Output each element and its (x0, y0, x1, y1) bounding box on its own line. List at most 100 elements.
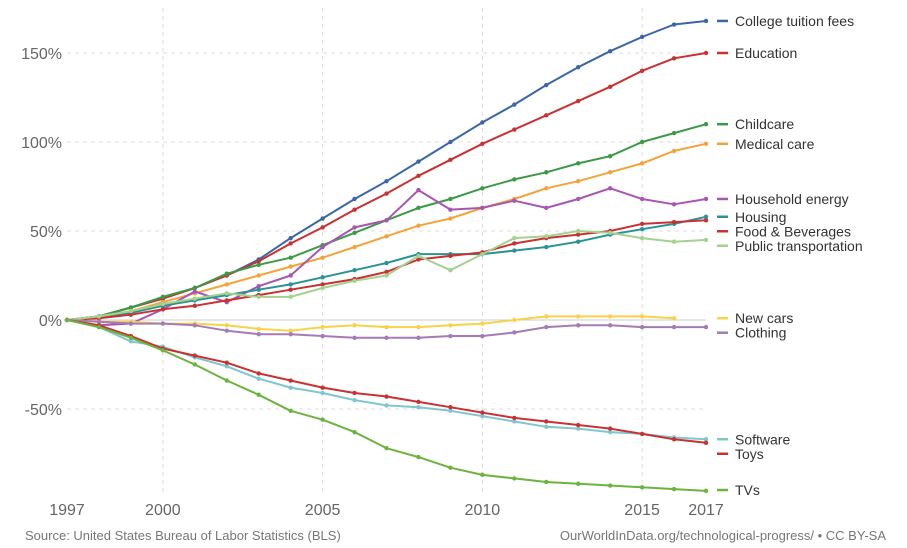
legend-label-public-transportation[interactable]: Public transportation (735, 238, 863, 254)
data-point[interactable] (512, 419, 517, 424)
data-point[interactable] (224, 378, 229, 383)
data-point[interactable] (416, 187, 421, 193)
data-point[interactable] (639, 324, 645, 330)
data-point[interactable] (639, 161, 645, 166)
series-public-transportation[interactable] (64, 228, 709, 323)
data-point[interactable] (544, 234, 549, 239)
data-point[interactable] (448, 465, 453, 470)
data-point[interactable] (416, 399, 421, 405)
data-point[interactable] (288, 287, 293, 292)
data-point[interactable] (320, 275, 325, 280)
data-point[interactable] (96, 319, 102, 324)
data-point[interactable] (384, 394, 389, 399)
data-point[interactable] (671, 130, 677, 136)
data-point[interactable] (671, 486, 677, 492)
data-point[interactable] (480, 186, 485, 191)
data-point[interactable] (512, 235, 517, 241)
legend-label-college-tuition-fees[interactable]: College tuition fees (735, 13, 854, 29)
legend-label-software[interactable]: Software (735, 431, 790, 447)
legend-label-tvs[interactable]: TVs (735, 482, 760, 498)
data-point[interactable] (160, 307, 166, 312)
data-point[interactable] (544, 424, 549, 429)
data-point[interactable] (416, 335, 421, 340)
data-point[interactable] (671, 437, 677, 442)
legend-label-childcare[interactable]: Childcare (735, 116, 794, 132)
data-point[interactable] (544, 205, 549, 211)
legend-label-new-cars[interactable]: New cars (735, 310, 793, 326)
data-point[interactable] (576, 161, 581, 166)
data-point[interactable] (128, 312, 134, 317)
data-point[interactable] (576, 239, 581, 244)
data-point[interactable] (192, 362, 197, 367)
data-point[interactable] (576, 65, 581, 70)
data-point[interactable] (224, 282, 229, 287)
data-point[interactable] (480, 472, 485, 478)
data-point[interactable] (512, 198, 517, 203)
data-point[interactable] (288, 282, 293, 287)
data-point[interactable] (639, 485, 645, 490)
data-point[interactable] (416, 253, 421, 259)
data-point[interactable] (607, 154, 613, 159)
data-point[interactable] (384, 335, 389, 340)
data-point[interactable] (544, 170, 549, 175)
series-tvs[interactable] (64, 317, 709, 494)
data-point[interactable] (512, 476, 517, 481)
data-point[interactable] (639, 431, 645, 437)
data-point[interactable] (320, 282, 325, 287)
data-point[interactable] (607, 323, 613, 328)
data-point[interactable] (160, 294, 166, 300)
data-point[interactable] (384, 260, 389, 266)
data-point[interactable] (512, 127, 517, 132)
data-point[interactable] (416, 173, 421, 179)
data-point[interactable] (224, 291, 229, 296)
data-point[interactable] (639, 314, 645, 319)
data-point[interactable] (320, 385, 325, 390)
data-point[interactable] (384, 403, 389, 408)
data-point[interactable] (448, 405, 453, 410)
data-point[interactable] (384, 178, 389, 184)
data-point[interactable] (448, 253, 453, 259)
data-point[interactable] (448, 207, 453, 212)
data-point[interactable] (128, 321, 134, 326)
data-point[interactable] (671, 239, 677, 244)
data-point[interactable] (352, 278, 357, 284)
data-point[interactable] (128, 335, 134, 340)
data-point[interactable] (288, 235, 293, 241)
data-point[interactable] (352, 323, 357, 328)
data-point[interactable] (703, 50, 709, 56)
data-point[interactable] (639, 196, 645, 202)
data-point[interactable] (703, 488, 709, 494)
data-point[interactable] (544, 324, 549, 330)
data-point[interactable] (416, 205, 421, 211)
data-point[interactable] (320, 324, 325, 330)
data-point[interactable] (288, 385, 293, 390)
data-point[interactable] (544, 82, 549, 88)
data-point[interactable] (576, 98, 581, 104)
data-point[interactable] (288, 332, 293, 337)
data-point[interactable] (703, 237, 709, 243)
data-point[interactable] (512, 415, 517, 421)
data-point[interactable] (160, 321, 166, 326)
data-point[interactable] (320, 285, 325, 291)
data-point[interactable] (384, 273, 389, 278)
data-point[interactable] (512, 317, 517, 323)
data-point[interactable] (96, 314, 102, 319)
data-point[interactable] (639, 34, 645, 40)
data-point[interactable] (256, 262, 261, 268)
data-point[interactable] (256, 326, 261, 332)
data-point[interactable] (352, 390, 357, 396)
data-point[interactable] (512, 102, 517, 107)
data-point[interactable] (256, 259, 261, 264)
data-point[interactable] (224, 364, 229, 369)
data-point[interactable] (160, 301, 166, 307)
data-point[interactable] (256, 273, 261, 278)
data-point[interactable] (256, 371, 261, 376)
data-point[interactable] (512, 177, 517, 182)
data-point[interactable] (607, 483, 613, 488)
data-point[interactable] (448, 267, 453, 273)
data-point[interactable] (480, 251, 485, 257)
data-point[interactable] (352, 196, 357, 202)
data-point[interactable] (576, 481, 581, 486)
data-point[interactable] (416, 257, 421, 262)
data-point[interactable] (160, 348, 166, 353)
